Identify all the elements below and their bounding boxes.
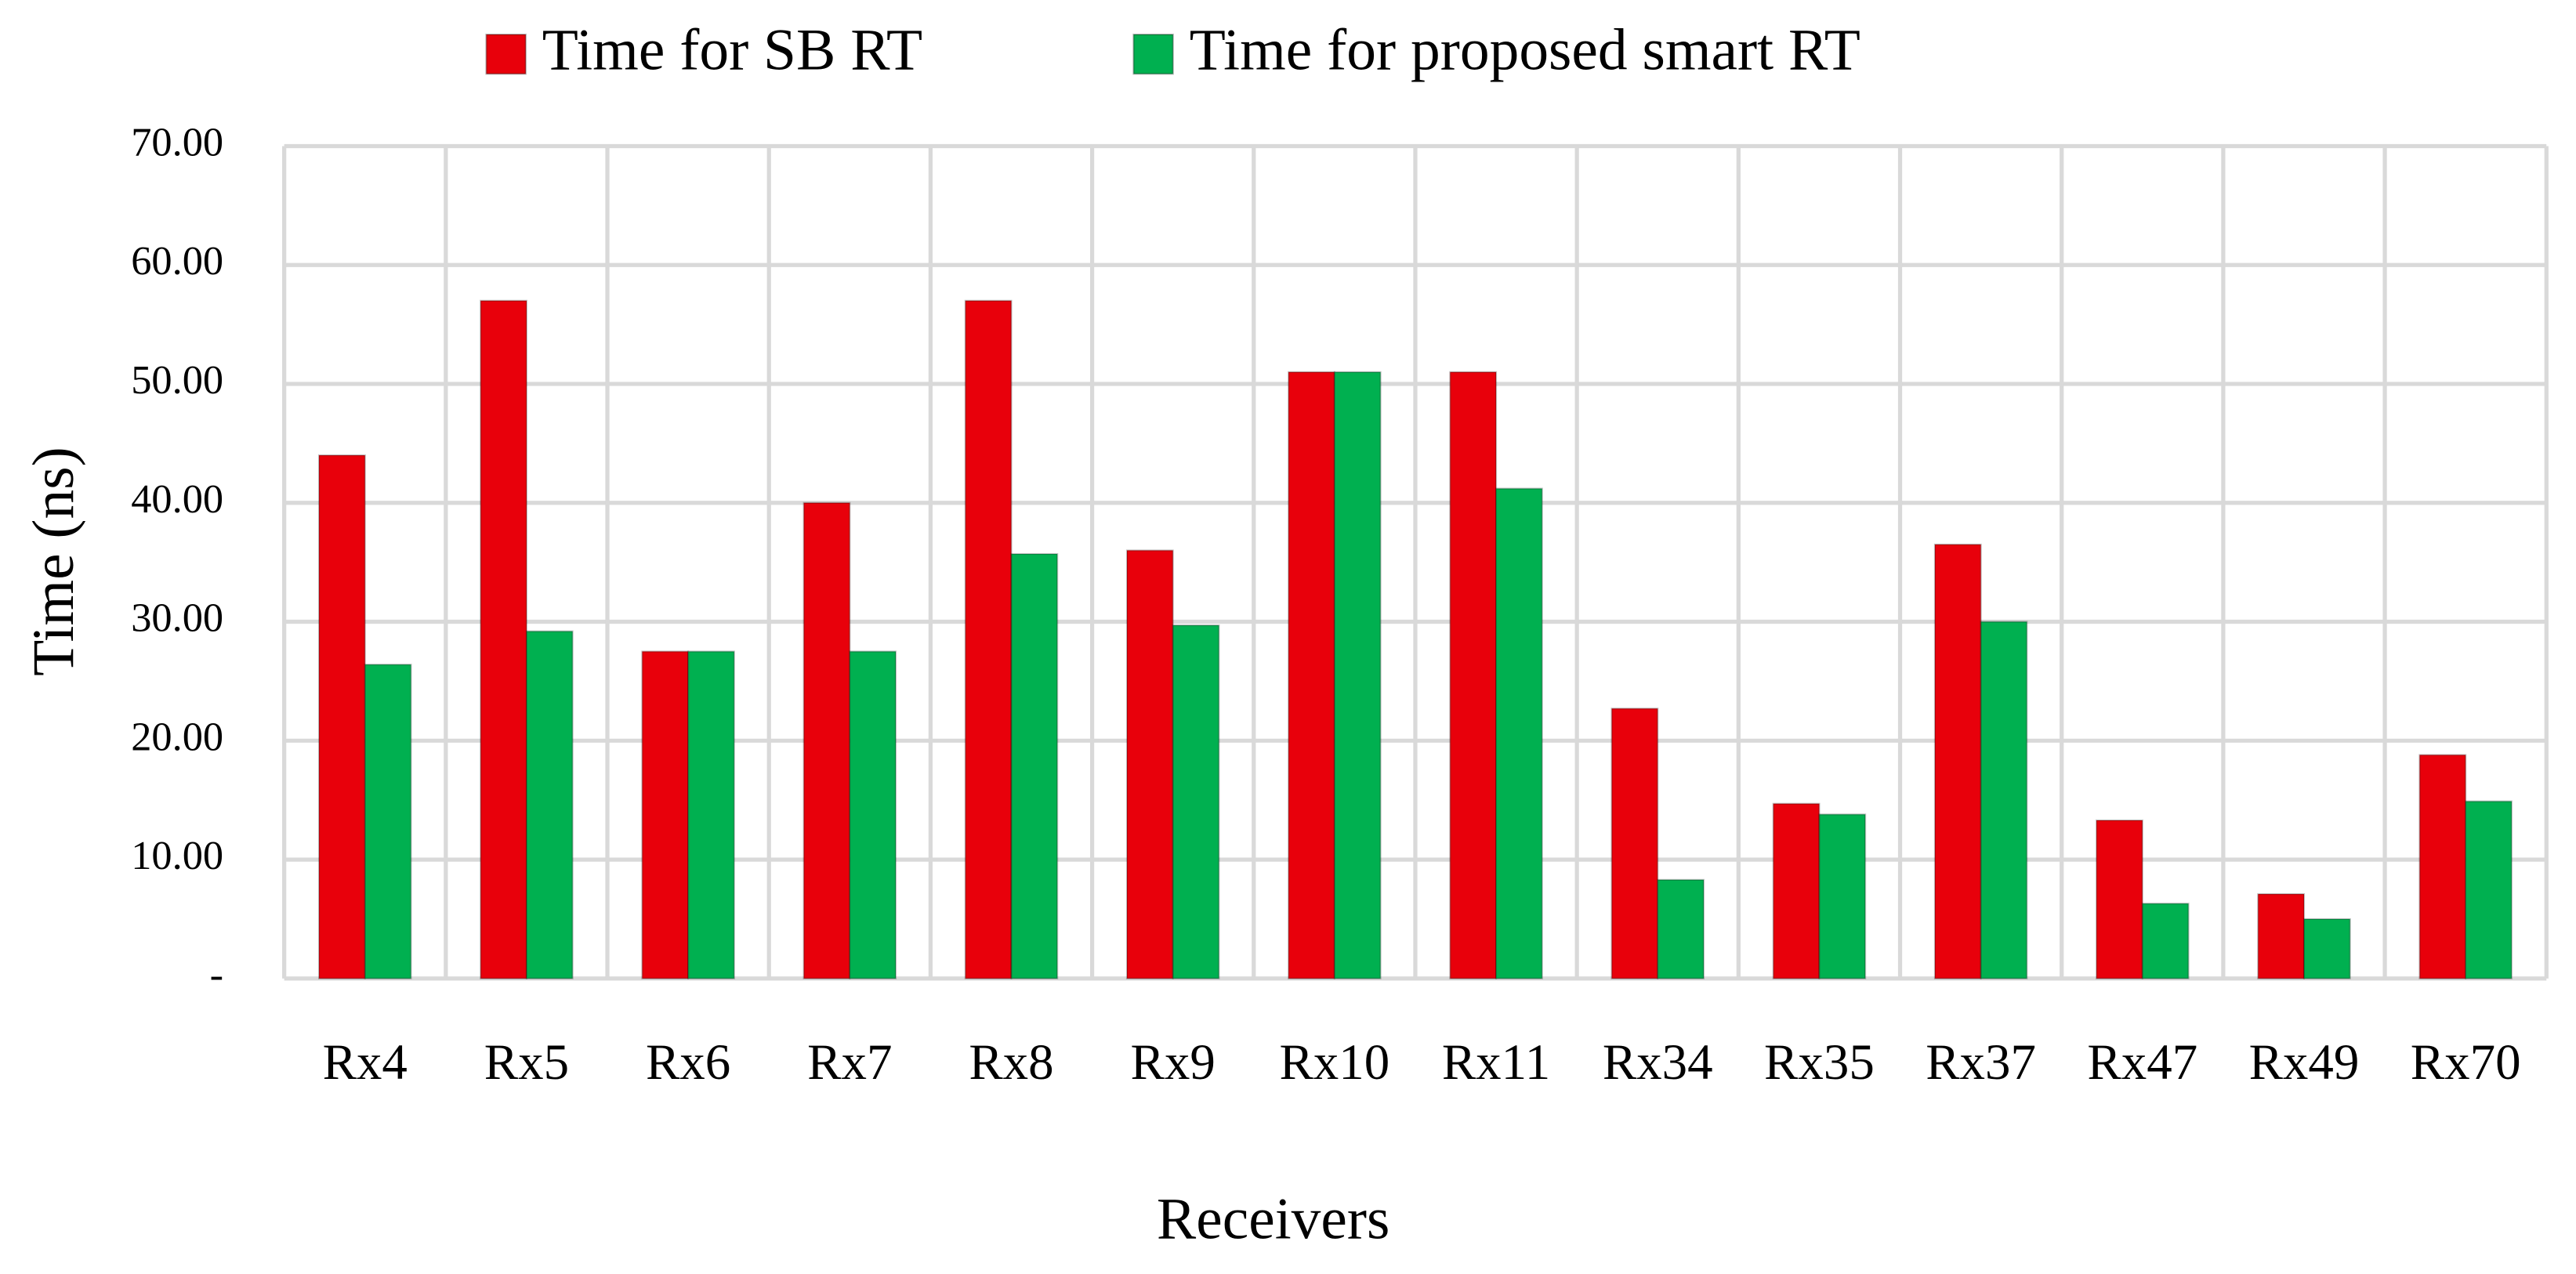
bar [2418,754,2467,979]
x-tick-label: Rx7 [807,1034,892,1091]
bar [1172,624,1220,979]
x-tick-label: Rx35 [1764,1034,1875,1091]
y-axis-title: Time (ns) [21,447,86,676]
bar [2257,893,2306,979]
bar [1772,802,1821,979]
x-tick-label: Rx11 [1442,1034,1550,1091]
bar [687,650,735,979]
x-tick-label: Rx8 [969,1034,1053,1091]
x-tick-label: Rx5 [484,1034,569,1091]
bar [1610,708,1659,979]
y-tick-label: 50.00 [131,357,223,403]
y-tick-label: 30.00 [131,595,223,641]
bar [803,501,851,979]
bar [1010,552,1059,979]
bar [1980,621,2028,979]
bar [1125,549,1174,979]
bar [2141,903,2190,979]
legend-swatch [485,33,527,75]
bar [2465,800,2513,979]
bar [2096,819,2143,979]
legend-swatch [1132,33,1174,75]
x-axis-title: Receivers [1157,1186,1389,1251]
bar [1495,487,1543,979]
bar [525,630,574,979]
bar [1288,371,1335,979]
x-tick-label: Rx9 [1131,1034,1216,1091]
y-tick-label: 10.00 [131,833,223,878]
x-tick-label: Rx34 [1603,1034,1713,1091]
y-tick-label: - [210,952,223,997]
bar [964,299,1013,979]
y-tick-label: 60.00 [131,238,223,284]
bar [1333,371,1382,979]
bar [1449,371,1498,979]
bar [849,650,897,979]
legend-label: Time for proposed smart RT [1190,18,1860,83]
bar [1933,543,1982,979]
y-tick-label: 20.00 [131,714,223,759]
bar [1818,813,1867,979]
x-tick-label: Rx47 [2087,1034,2197,1091]
bar [641,650,690,979]
bar [318,454,366,979]
x-tick-label: Rx49 [2249,1034,2360,1091]
bar [2302,917,2351,979]
bar [364,664,412,979]
bar [1657,878,1705,979]
x-tick-label: Rx37 [1926,1034,2036,1091]
x-tick-label: Rx10 [1279,1034,1389,1091]
y-tick-label: 40.00 [131,476,223,522]
x-tick-label: Rx6 [646,1034,730,1091]
legend-label: Time for SB RT [542,18,922,83]
bar [480,299,527,979]
x-tick-label: Rx4 [323,1034,408,1091]
x-tick-label: Rx70 [2411,1034,2521,1091]
y-tick-label: 70.00 [131,120,223,165]
